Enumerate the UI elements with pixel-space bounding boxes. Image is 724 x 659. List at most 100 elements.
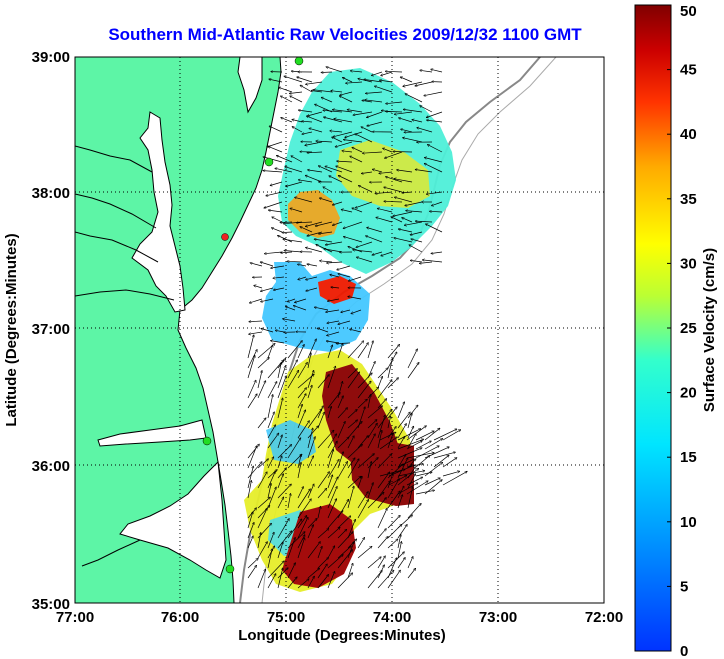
velocity-arrow	[347, 369, 357, 379]
velocity-arrow	[281, 118, 293, 123]
velocity-arrow	[353, 250, 373, 253]
velocity-arrow	[397, 448, 422, 459]
velocity-arrow	[397, 170, 413, 173]
velocity-arrow	[247, 335, 254, 359]
velocity-arrow	[343, 78, 353, 83]
velocity-arrow	[317, 564, 327, 579]
velocity-arrow	[300, 227, 313, 233]
velocity-arrow	[292, 127, 303, 133]
velocity-arrow	[307, 152, 323, 153]
velocity-arrow	[247, 536, 253, 549]
velocity-arrow	[287, 298, 296, 302]
velocity-arrow	[335, 141, 353, 147]
velocity-arrow	[419, 261, 433, 263]
velocity-arrow	[334, 119, 353, 123]
velocity-arrow	[307, 111, 323, 116]
velocity-patch-north-hot	[288, 190, 340, 238]
velocity-arrow	[327, 555, 343, 569]
velocity-arrow	[424, 158, 443, 163]
velocity-arrow	[263, 157, 283, 163]
x-tick-label: 73:00	[479, 609, 517, 626]
velocity-patch-mid-hot	[318, 276, 356, 304]
colorbar-ticks: 0 5 10 15 20 25 30 35 40 45 50	[667, 3, 697, 659]
velocity-arrow	[417, 128, 433, 133]
velocity-arrow	[355, 134, 373, 143]
velocity-arrow	[367, 111, 383, 118]
velocity-arrow	[277, 484, 291, 499]
velocity-arrow	[337, 396, 343, 409]
velocity-arrow	[412, 120, 423, 123]
velocity-arrow	[261, 329, 274, 333]
velocity-arrow	[371, 71, 383, 76]
colorbar-tick-label: 45	[680, 62, 697, 79]
velocity-arrow	[270, 181, 283, 186]
velocity-arrow	[267, 425, 276, 439]
velocity-arrow	[399, 118, 413, 123]
map-title: Southern Mid-Atlantic Raw Velocities 200…	[108, 25, 582, 44]
velocity-arrow	[352, 208, 363, 213]
velocity-arrow	[394, 111, 413, 114]
velocity-arrow	[387, 539, 398, 549]
velocity-arrow	[337, 529, 347, 539]
velocity-arrow	[357, 454, 374, 469]
velocity-arrow	[257, 358, 269, 369]
velocity-arrow	[337, 550, 353, 569]
velocity-arrow	[377, 529, 386, 539]
velocity-arrow	[283, 221, 303, 224]
velocity-arrow	[317, 430, 334, 449]
velocity-arrow	[277, 398, 283, 419]
velocity-arrow	[353, 111, 373, 115]
y-axis-label: Latitude (Degrees:Minutes)	[3, 233, 20, 426]
velocity-arrow	[275, 330, 285, 333]
velocity-arrow	[306, 276, 318, 280]
velocity-arrow	[267, 345, 273, 359]
velocity-arrow	[339, 96, 353, 103]
velocity-arrow	[379, 432, 396, 441]
velocity-arrow	[367, 571, 382, 589]
x-tick-label: 72:00	[585, 609, 623, 626]
colorbar-tick-label: 5	[680, 578, 688, 595]
plot-frame	[74, 56, 605, 604]
velocity-arrow	[306, 287, 318, 291]
velocity-arrow	[287, 261, 303, 262]
velocity-arrow	[377, 368, 388, 379]
y-tick-label: 38:00	[32, 185, 70, 202]
velocity-arrow	[302, 121, 313, 122]
velocity-arrow	[317, 529, 329, 539]
velocity-arrow	[387, 416, 391, 429]
velocity-arrow	[267, 457, 274, 469]
velocity-arrow	[287, 438, 301, 459]
velocity-arrow	[307, 519, 317, 529]
velocity-arrow	[407, 568, 416, 579]
velocity-arrow	[329, 176, 343, 183]
river-neuse	[81, 539, 141, 567]
velocity-arrow	[286, 181, 303, 187]
velocity-arrow	[337, 382, 343, 399]
velocity-arrow	[306, 81, 323, 84]
velocity-arrow	[415, 81, 433, 86]
velocity-arrow	[317, 375, 329, 389]
velocity-arrow	[357, 476, 362, 489]
velocity-arrow	[281, 96, 293, 103]
velocity-arrow	[260, 262, 274, 267]
velocity-arrow	[291, 156, 303, 163]
velocity-arrow	[268, 146, 283, 153]
velocity-arrow	[307, 525, 313, 539]
velocity-arrow	[327, 262, 343, 263]
colorbar-tick-label: 10	[680, 514, 697, 531]
velocity-arrow	[292, 120, 303, 123]
velocity-arrow	[384, 201, 403, 202]
velocity-arrow	[287, 563, 295, 579]
river-potomac	[75, 145, 153, 173]
velocity-arrow	[267, 484, 271, 499]
velocity-arrow	[269, 126, 283, 133]
velocity-arrow	[317, 406, 323, 419]
velocity-arrow	[298, 276, 307, 280]
velocity-arrow	[309, 128, 323, 133]
velocity-arrow	[264, 251, 283, 254]
velocity-arrow	[327, 546, 335, 559]
velocity-arrow	[357, 373, 372, 389]
velocity-arrow	[387, 558, 397, 579]
velocity-arrow	[384, 187, 403, 193]
velocity-arrow	[407, 557, 413, 569]
